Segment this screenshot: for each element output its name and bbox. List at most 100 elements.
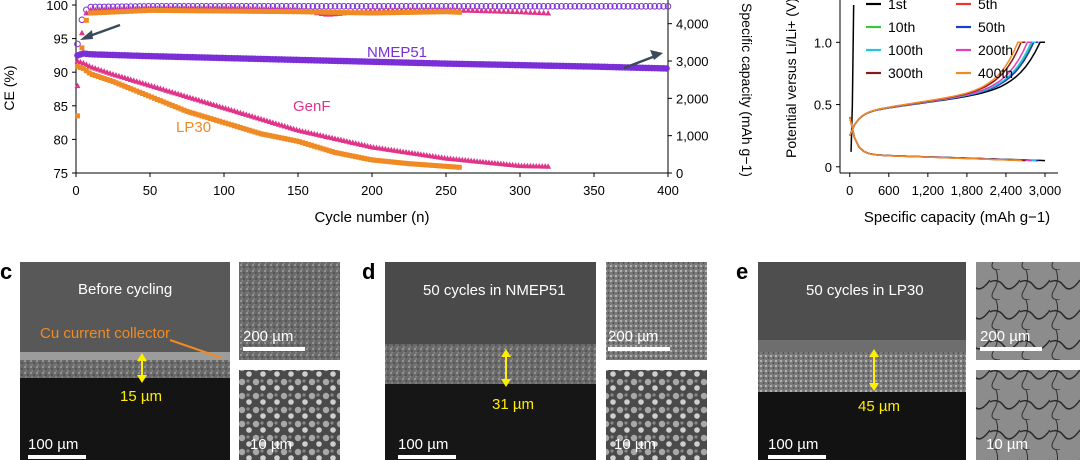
scale-bottom-c: 10 µm bbox=[250, 436, 292, 453]
genf-ce-point bbox=[505, 8, 512, 14]
lp30-capacity-point bbox=[175, 105, 181, 111]
lp30-ce-point bbox=[350, 10, 356, 16]
genf-ce-point bbox=[540, 9, 547, 16]
lp30-ce-point bbox=[128, 8, 134, 14]
y-tick-label: 80 bbox=[54, 132, 68, 147]
lp30-ce-point bbox=[203, 8, 209, 14]
lp30-ce-point bbox=[310, 9, 316, 15]
lp30-capacity-point bbox=[403, 160, 409, 166]
lp30-capacity-point bbox=[211, 116, 217, 122]
surface-image-bottom-c bbox=[239, 370, 340, 460]
nmep51-ce-point bbox=[633, 3, 641, 10]
lp30-ce-point bbox=[368, 10, 374, 16]
lp30-capacity-point bbox=[196, 112, 202, 118]
collector-label: Cu current collector bbox=[40, 325, 170, 342]
genf-ce-point bbox=[518, 8, 525, 15]
lp30-capacity-point bbox=[291, 137, 297, 143]
lp30-ce-point bbox=[119, 9, 125, 15]
lp30-capacity-point bbox=[137, 89, 143, 95]
genf-ce-point bbox=[78, 29, 85, 36]
lp30-ce-point bbox=[443, 9, 449, 15]
lp30-capacity-point bbox=[92, 73, 98, 79]
x-tick-label: 300 bbox=[509, 183, 531, 198]
lp30-capacity-point bbox=[400, 160, 406, 166]
lp30-ce-point bbox=[416, 9, 422, 15]
genf-ce-point bbox=[491, 8, 498, 14]
lp30-capacity-point bbox=[282, 136, 288, 142]
x-tick-labels: 0 50 100 150 200 250 300 350 400 bbox=[72, 173, 679, 198]
lp30-capacity-point bbox=[74, 64, 80, 70]
legend-label: 50th bbox=[978, 19, 1005, 35]
lp30-ce-point bbox=[372, 10, 378, 16]
x-tick-label: 50 bbox=[143, 183, 157, 198]
lp30-capacity-point bbox=[353, 154, 359, 160]
annotation-nmep51: NMEP51 bbox=[367, 44, 427, 61]
legend-label: 400th bbox=[978, 65, 1013, 81]
lp30-capacity-point bbox=[131, 87, 137, 93]
lp30-capacity-point bbox=[228, 122, 234, 128]
lp30-capacity-point bbox=[320, 146, 326, 152]
nmep51-ce-point bbox=[575, 3, 583, 10]
panel-letter-c: c bbox=[0, 259, 12, 284]
lp30-capacity-point bbox=[427, 162, 433, 168]
lp30-capacity-point bbox=[178, 106, 184, 112]
genf-ce-point bbox=[469, 7, 476, 13]
x-tick-label: 2,400 bbox=[990, 183, 1023, 198]
lp30-ce-point bbox=[79, 45, 85, 51]
legend: 1st 5th 10th 50th 100th 200th 300th 400th bbox=[866, 0, 1013, 81]
lp30-capacity-point bbox=[385, 159, 391, 165]
collector-pointer-icon bbox=[169, 339, 223, 359]
lp30-capacity-point bbox=[166, 101, 172, 107]
scale-bottom-d: 10 µm bbox=[614, 436, 656, 453]
x-tick-label: 1,200 bbox=[912, 183, 945, 198]
nmep51-ce-point bbox=[331, 3, 339, 10]
lp30-capacity-point bbox=[341, 151, 347, 157]
y-axis-title: CE (%) bbox=[1, 65, 17, 110]
genf-ce-point bbox=[478, 7, 485, 14]
lp30-capacity-point bbox=[252, 129, 258, 135]
lp30-ce-point bbox=[288, 9, 294, 15]
lp30-capacity-point bbox=[326, 148, 332, 154]
thickness-arrow-c-icon bbox=[137, 353, 147, 383]
nmep51-ce-point bbox=[580, 3, 587, 10]
lp30-capacity-point bbox=[397, 160, 403, 166]
lp30-capacity-point bbox=[350, 153, 356, 159]
charge-curve-1st bbox=[849, 41, 1045, 136]
genf-ce-point bbox=[527, 9, 534, 15]
lp30-ce-point bbox=[319, 9, 325, 15]
lp30-capacity-point bbox=[391, 159, 397, 165]
panel-title-d: 50 cycles in NMEP51 bbox=[423, 282, 566, 299]
lp30-ce-point bbox=[168, 8, 174, 14]
y2-tick-labels: 0 1,000 2,000 3,000 4,000 bbox=[668, 17, 709, 181]
lp30-ce-point bbox=[163, 8, 169, 14]
lp30-capacity-point bbox=[240, 125, 246, 131]
genf-ce-point bbox=[531, 9, 538, 15]
genf-ce-point bbox=[460, 7, 467, 13]
lp30-ce-point bbox=[137, 8, 143, 14]
discharge-curve-5th bbox=[849, 116, 1039, 162]
panel-letter-e: e bbox=[736, 259, 748, 284]
nmep51-ce-point bbox=[598, 3, 605, 10]
lp30-capacity-point bbox=[308, 142, 314, 148]
lp30-ce-point bbox=[305, 9, 311, 15]
lp30-ce-point bbox=[88, 10, 94, 16]
lp30-capacity-point bbox=[424, 162, 430, 168]
genf-ce-point bbox=[536, 9, 543, 16]
lp30-ce-point bbox=[212, 8, 218, 14]
lp30-capacity-point bbox=[214, 117, 220, 123]
lp30-ce-point bbox=[83, 17, 89, 23]
lp30-capacity-point bbox=[157, 98, 163, 104]
genf-ce-point bbox=[500, 8, 507, 14]
lp30-capacity-point bbox=[305, 141, 311, 147]
y-tick-label: 1.0 bbox=[814, 35, 832, 50]
lp30-capacity-point bbox=[368, 157, 374, 163]
lp30-capacity-point bbox=[107, 78, 113, 84]
x-tick-labels: 0 600 1,200 1,800 2,400 3,000 bbox=[846, 173, 1061, 198]
lp30-capacity-point bbox=[436, 163, 442, 169]
lp30-ce-point bbox=[421, 9, 427, 15]
y2-tick-label: 2,000 bbox=[676, 91, 709, 106]
lp30-ce-point bbox=[399, 10, 405, 16]
lp30-ce-point bbox=[185, 8, 191, 14]
nmep51-ce-point bbox=[606, 3, 614, 10]
